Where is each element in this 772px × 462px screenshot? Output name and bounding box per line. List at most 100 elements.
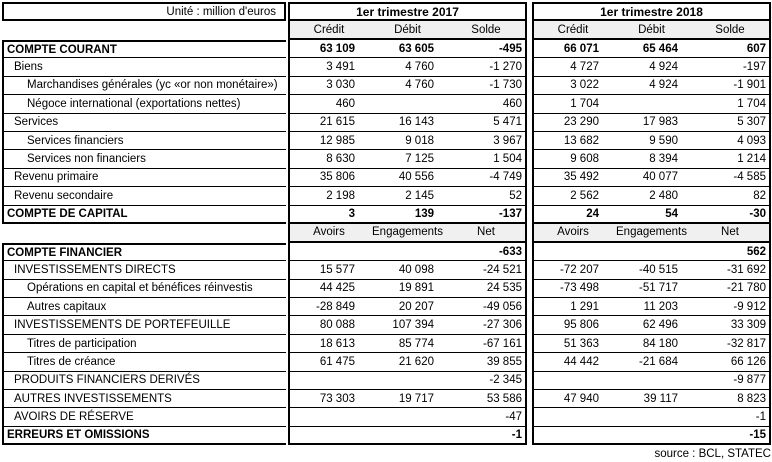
table-row: Biens 3 491 4 760 -1 270 4 727 4 924 -197 (2, 58, 772, 77)
value-cell: 63 109 (288, 40, 368, 59)
column-header-avoirs-2017: Avoirs (288, 223, 368, 243)
value-cell: 562 (691, 242, 771, 262)
value-cell: 20 207 (368, 298, 447, 317)
value-cell: 47 940 (532, 390, 612, 409)
table-header-row-flows: Crédit Débit Solde Crédit Débit Solde (2, 21, 772, 40)
row-label: Biens (2, 58, 286, 77)
value-cell (612, 427, 691, 446)
column-header-net-2018: Net (691, 223, 771, 243)
table-row: AUTRES INVESTISSEMENTS 73 303 19 717 53 586… (2, 390, 772, 409)
row-label: AVOIRS DE RÉSERVE (2, 408, 286, 427)
column-header-engagements-2018: Engagements (612, 223, 691, 243)
table-header-row-periods: Unité : million d'euros 1er trimestre 20… (2, 2, 772, 21)
value-cell: 40 556 (368, 169, 447, 188)
value-cell: -31 692 (691, 261, 771, 280)
value-cell: -21 684 (612, 353, 691, 372)
value-cell: 16 143 (368, 114, 447, 132)
value-cell: 18 613 (288, 334, 368, 354)
table-row: ERREURS ET OMISSIONS -1 -15 (2, 426, 772, 446)
value-cell: -9 912 (691, 298, 771, 317)
table-row: COMPTE COURANT 63 109 63 605 -495 66 071 65 4… (2, 40, 772, 59)
row-label: Opérations en capital et bénéfices réinv… (2, 279, 286, 299)
value-cell (288, 371, 368, 391)
table-row: Revenu primaire 35 806 40 556 -4 749 35 492 4… (2, 168, 772, 188)
table-row: Marchandises générales (yc «or non monét… (2, 76, 772, 96)
row-label: Revenu primaire (2, 168, 286, 188)
value-cell (612, 408, 691, 427)
value-cell (612, 243, 691, 262)
value-cell: -51 717 (612, 280, 691, 299)
value-cell: 63 605 (368, 40, 447, 59)
row-label: Négoce international (exportations nette… (2, 95, 286, 114)
value-cell: 9 018 (368, 132, 447, 151)
value-cell (532, 242, 612, 262)
row-label: Services financiers (2, 131, 286, 151)
value-cell: 66 071 (532, 40, 612, 59)
empty-label-cell (2, 224, 286, 243)
value-cell: 1 704 (532, 95, 612, 114)
current-account-section: COMPTE COURANT 63 109 63 605 -495 66 071 65 4… (2, 40, 772, 224)
row-label: PRODUITS FINANCIERS DERIVÉS (2, 371, 286, 391)
value-cell (368, 372, 447, 391)
value-cell: -1 270 (447, 58, 527, 77)
value-cell: 4 760 (368, 77, 447, 96)
value-cell (612, 372, 691, 391)
value-cell: -47 (447, 408, 527, 427)
value-cell (532, 408, 612, 427)
value-cell: 4 727 (532, 58, 612, 77)
value-cell: 8 630 (288, 150, 368, 169)
value-cell (288, 426, 368, 446)
value-cell: 2 198 (288, 187, 368, 206)
column-header-credit-2017: Crédit (288, 21, 368, 40)
value-cell: 9 608 (532, 150, 612, 169)
value-cell: -40 515 (612, 261, 691, 280)
value-cell: 52 (447, 187, 527, 206)
value-cell: -2 345 (447, 371, 527, 391)
value-cell: 53 586 (447, 390, 527, 409)
value-cell: 39 117 (612, 390, 691, 409)
row-label: Services non financiers (2, 150, 286, 169)
table-header-row-positions: Avoirs Engagements Net Avoirs Engagement… (2, 223, 772, 243)
column-header-debit-2017: Débit (368, 21, 447, 40)
value-cell: 44 425 (288, 279, 368, 299)
row-label: COMPTE DE CAPITAL (2, 205, 286, 224)
value-cell: -28 849 (288, 298, 368, 317)
value-cell: 19 717 (368, 390, 447, 409)
value-cell (368, 95, 447, 114)
source-note: source : BCL, STATEC (654, 448, 771, 461)
value-cell: -495 (447, 40, 527, 59)
value-cell: 8 394 (612, 150, 691, 169)
row-label: AUTRES INVESTISSEMENTS (2, 390, 286, 409)
value-cell (288, 408, 368, 427)
value-cell: 9 590 (612, 132, 691, 151)
row-label: Autres capitaux (2, 298, 286, 317)
row-label: Marchandises générales (yc «or non monét… (2, 76, 286, 96)
value-cell: 54 (612, 206, 691, 224)
value-cell: 107 394 (368, 316, 447, 335)
column-header-net-2017: Net (447, 223, 527, 243)
value-cell: 62 496 (612, 316, 691, 335)
value-cell: 35 806 (288, 168, 368, 188)
table-row: Services non financiers 8 630 7 125 1 504 9 … (2, 150, 772, 169)
value-cell: -24 521 (447, 261, 527, 280)
table-row: PRODUITS FINANCIERS DERIVÉS -2 345 -9 877 (2, 371, 772, 391)
value-cell: 51 363 (532, 334, 612, 354)
table-row: Services 21 615 16 143 5 471 23 290 17 983 5 3… (2, 113, 772, 132)
value-cell: 24 535 (447, 279, 527, 299)
value-cell: 5 471 (447, 113, 527, 132)
value-cell: -1 (447, 426, 527, 446)
value-cell: 80 088 (288, 316, 368, 335)
value-cell: -1 730 (447, 76, 527, 96)
value-cell: 3 (288, 205, 368, 224)
table-row: COMPTE FINANCIER -633 562 (2, 242, 772, 262)
value-cell: 1 214 (691, 150, 771, 169)
value-cell: 2 145 (368, 187, 447, 206)
value-cell (532, 371, 612, 391)
row-label: COMPTE FINANCIER (2, 242, 286, 262)
value-cell: 3 022 (532, 76, 612, 96)
value-cell: 73 303 (288, 390, 368, 409)
value-cell: 3 491 (288, 58, 368, 77)
financial-account-section: COMPTE FINANCIER -633 562 INVESTISSEMENTS D… (2, 242, 772, 446)
value-cell: 11 203 (612, 298, 691, 317)
value-cell (368, 408, 447, 427)
